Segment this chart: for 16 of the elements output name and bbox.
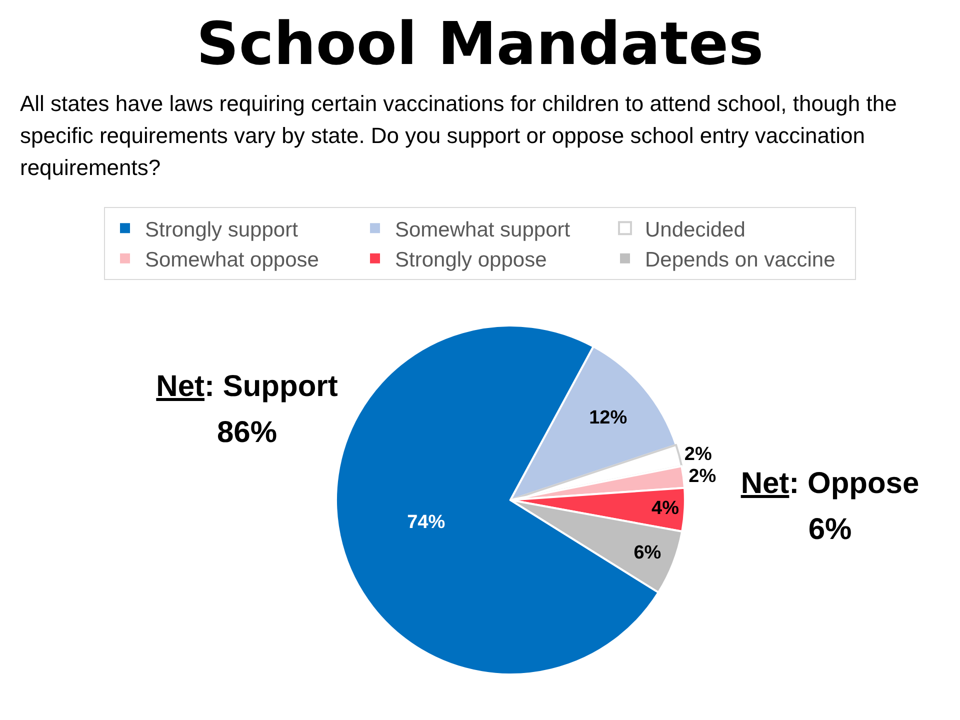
legend-label: Somewhat support	[395, 218, 570, 242]
data-label: 6%	[634, 542, 662, 564]
data-label: 74%	[407, 512, 446, 533]
chart-title: School Mandates	[195, 8, 765, 80]
text: Net: Support 86%	[156, 369, 338, 451]
legend-label: Depends on vaccine	[645, 248, 836, 272]
text: Net: Oppose 6%	[740, 466, 920, 548]
chart-subtitle: All states have laws requiring certain vaccinations for children to attend school, though the specific requirements vary by state. Do you support or oppose school entry vaccination requirements?	[20, 90, 898, 182]
legend-label: Strongly support	[145, 218, 298, 242]
data-label: 2%	[684, 444, 712, 466]
legend-label: Undecided	[645, 218, 746, 242]
data-label: 12%	[589, 408, 628, 429]
data-label: 4%	[652, 498, 680, 520]
legend-label: Strongly oppose	[395, 248, 547, 272]
data-label: 2%	[688, 466, 716, 488]
legend-label: Somewhat oppose	[145, 248, 319, 272]
